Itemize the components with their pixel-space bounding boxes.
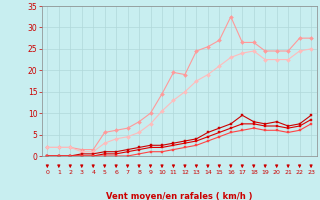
X-axis label: Vent moyen/en rafales ( km/h ): Vent moyen/en rafales ( km/h ): [106, 192, 252, 200]
